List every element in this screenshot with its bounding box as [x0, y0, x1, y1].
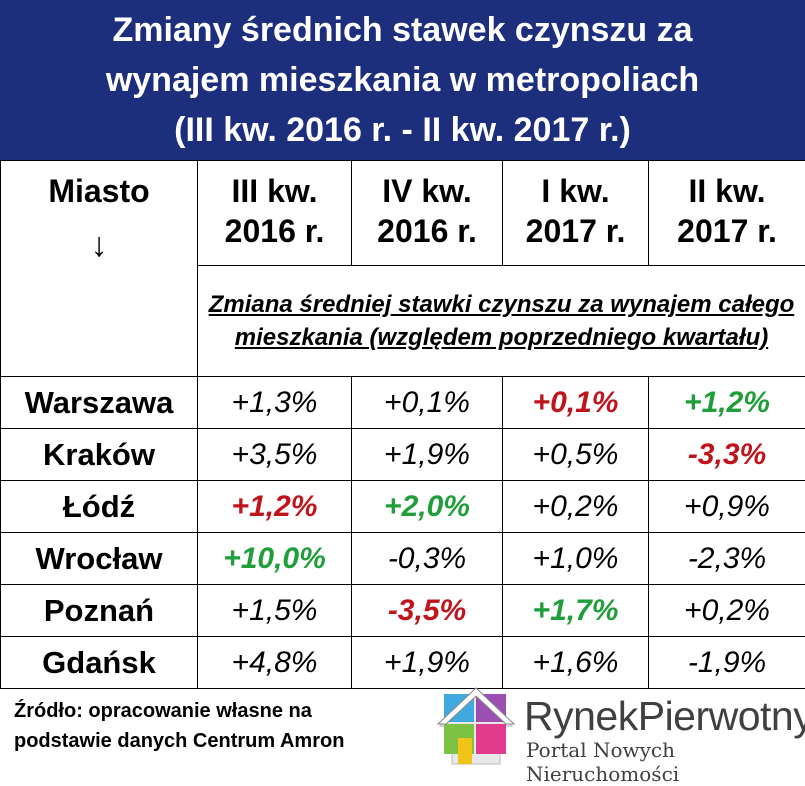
city-column-header: Miasto ↓ — [1, 161, 198, 377]
rent-change-table: Miasto ↓ III kw.2016 r. IV kw.2016 r. I … — [0, 160, 805, 689]
change-value: +0,1% — [503, 377, 649, 429]
column-header-q4-2016: IV kw.2016 r. — [352, 161, 503, 266]
city-name: Poznań — [1, 585, 198, 637]
table-row: Warszawa+1,3%+0,1%+0,1%+1,2% — [1, 377, 805, 429]
change-value: -3,5% — [352, 585, 503, 637]
city-name: Kraków — [1, 429, 198, 481]
house-puzzle-icon — [436, 686, 516, 768]
change-value: +0,9% — [649, 481, 805, 533]
change-value: +3,5% — [198, 429, 352, 481]
title-line-1: Zmiany średnich stawek czynszu za — [0, 5, 805, 55]
column-header-q2-2017: II kw.2017 r. — [649, 161, 805, 266]
change-value: +1,3% — [198, 377, 352, 429]
city-name: Wrocław — [1, 533, 198, 585]
change-value: -3,3% — [649, 429, 805, 481]
footer: Źródło: opracowanie własne na podstawie … — [0, 680, 805, 773]
table-subheader: Zmiana średniej stawki czynszu za wynaje… — [198, 266, 805, 377]
source-note: Źródło: opracowanie własne na podstawie … — [14, 696, 344, 756]
table-row: Kraków+3,5%+1,9%+0,5%-3,3% — [1, 429, 805, 481]
change-value: -2,3% — [649, 533, 805, 585]
table-row: Łódź+1,2%+2,0%+0,2%+0,9% — [1, 481, 805, 533]
change-value: +1,7% — [503, 585, 649, 637]
title-line-3: (III kw. 2016 r. - II kw. 2017 r.) — [0, 105, 805, 155]
change-value: -0,3% — [352, 533, 503, 585]
column-header-q3-2016: III kw.2016 r. — [198, 161, 352, 266]
city-name: Warszawa — [1, 377, 198, 429]
logo-tagline: Portal Nowych Nieruchomości — [526, 738, 805, 786]
change-value: +0,2% — [503, 481, 649, 533]
change-value: +1,0% — [503, 533, 649, 585]
change-value: +0,5% — [503, 429, 649, 481]
title-line-2: wynajem mieszkania w metropoliach — [0, 55, 805, 105]
logo-brand: RynekPierwotny — [524, 694, 805, 738]
change-value: +0,1% — [352, 377, 503, 429]
change-value: +10,0% — [198, 533, 352, 585]
city-header-label: Miasto — [48, 173, 149, 209]
table-row: Poznań+1,5%-3,5%+1,7%+0,2% — [1, 585, 805, 637]
down-arrow-icon: ↓ — [1, 225, 197, 265]
column-header-q1-2017: I kw.2017 r. — [503, 161, 649, 266]
change-value: +1,2% — [649, 377, 805, 429]
change-value: +0,2% — [649, 585, 805, 637]
table-row: Wrocław+10,0%-0,3%+1,0%-2,3% — [1, 533, 805, 585]
change-value: +2,0% — [352, 481, 503, 533]
change-value: +1,9% — [352, 429, 503, 481]
city-name: Łódź — [1, 481, 198, 533]
change-value: +1,5% — [198, 585, 352, 637]
table-body: Warszawa+1,3%+0,1%+0,1%+1,2%Kraków+3,5%+… — [1, 377, 805, 689]
change-value: +1,2% — [198, 481, 352, 533]
page-title: Zmiany średnich stawek czynszu za wynaje… — [0, 0, 805, 160]
